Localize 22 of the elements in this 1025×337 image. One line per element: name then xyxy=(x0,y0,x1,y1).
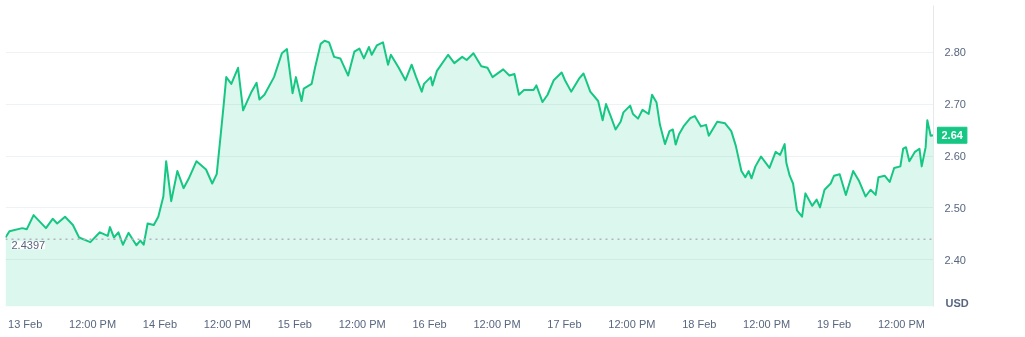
x-tick-label: 12:00 PM xyxy=(338,317,386,330)
x-tick-label: 12:00 PM xyxy=(203,317,251,330)
y-tick-label: 2.50 xyxy=(944,201,966,214)
x-tick-label: 12:00 PM xyxy=(743,317,791,330)
x-tick-label: 12:00 PM xyxy=(608,317,656,330)
y-tick-label: 2.70 xyxy=(944,98,966,111)
x-tick-label: 18 Feb xyxy=(682,317,717,330)
x-tick-label: 19 Feb xyxy=(816,317,852,330)
ref-line-label: 2.4397 xyxy=(11,239,46,252)
y-axis-title: USD xyxy=(945,296,969,309)
x-tick-label: 14 Feb xyxy=(142,317,178,330)
x-tick-label: 16 Feb xyxy=(412,317,447,330)
x-tick-label: 12:00 PM xyxy=(877,317,926,330)
y-tick-label: 2.60 xyxy=(944,150,966,162)
x-tick-label: 12:00 PM xyxy=(473,317,521,330)
x-tick-label: 17 Feb xyxy=(547,317,582,330)
y-tick-label: 2.40 xyxy=(944,253,966,266)
annotation: 2.64 xyxy=(941,129,964,142)
x-tick-label: 15 Feb xyxy=(277,317,312,330)
y-tick-label: 2.80 xyxy=(944,46,966,59)
x-tick-label: 13 Feb xyxy=(8,317,43,330)
x-tick-label: 12:00 PM xyxy=(69,317,117,330)
